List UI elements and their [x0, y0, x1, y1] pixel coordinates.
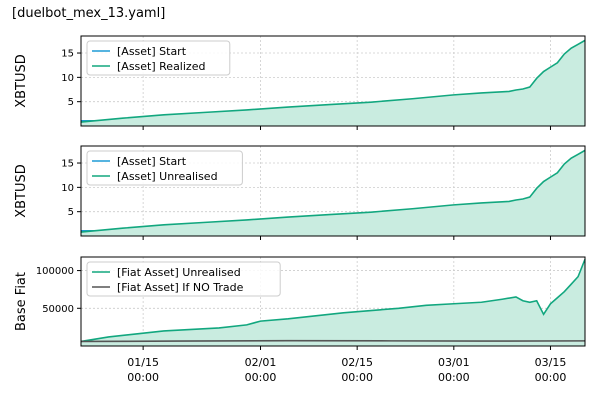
- legend-entry: [Fiat Asset] Unrealised: [117, 266, 241, 279]
- figure-title: [duelbot_mex_13.yaml]: [12, 6, 166, 21]
- legend-box: [86, 261, 281, 297]
- series-area-2: [81, 150, 585, 236]
- y-tick-label: 100000: [36, 266, 74, 277]
- axes-frame: [80, 35, 586, 127]
- y-tick-label: 5: [68, 97, 74, 108]
- legend-entry: [Asset] Start: [117, 45, 187, 58]
- panel-3: 50000 100000 01/15 00:00 02/01 00:00 02/15 00:0…: [14, 256, 586, 384]
- legend-box: [86, 40, 231, 76]
- x-tick-label: 00:00: [245, 371, 277, 384]
- legend-box: [86, 150, 243, 186]
- legend-entry: [Asset] Realized: [117, 60, 205, 73]
- y-tick-label: 5: [68, 207, 74, 218]
- legend-entry: [Asset] Unrealised: [117, 170, 218, 183]
- series-line-2: [80, 39, 586, 123]
- series-area-1: [81, 259, 585, 346]
- y-tick-label: 50000: [42, 304, 74, 315]
- series-line-2: [80, 339, 586, 343]
- y-tick-label: 15: [61, 49, 74, 60]
- x-tick-label: 01/15: [127, 356, 159, 369]
- y-axis-label: XBTUSD: [14, 164, 29, 218]
- legend-entry: [Fiat Asset] If NO Trade: [117, 281, 244, 294]
- x-tick-label: 00:00: [535, 371, 567, 384]
- panel-1: 5 10 15 XBTUSD [Asset] Start [Asset] Realized: [14, 35, 586, 130]
- series-line-1: [80, 258, 586, 343]
- legend: [Asset] Start [Asset] Realized: [86, 40, 231, 76]
- x-tick-label: 00:00: [438, 371, 470, 384]
- axes-frame: [80, 256, 586, 347]
- series-line-2: [80, 149, 586, 233]
- panel-2: 5 10 15 XBTUSD [Asset] Start [Asset] Unrealis…: [14, 145, 586, 240]
- legend-entry: [Asset] Start: [117, 155, 187, 168]
- x-tick-label: 00:00: [341, 371, 373, 384]
- legend: [Asset] Start [Asset] Unrealised: [86, 150, 243, 186]
- x-tick-label: 02/15: [341, 356, 373, 369]
- legend: [Fiat Asset] Unrealised [Fiat Asset] If N…: [86, 261, 281, 297]
- axes-frame: [80, 145, 586, 237]
- y-tick-label: 10: [61, 73, 74, 84]
- y-axis-label: XBTUSD: [14, 54, 29, 108]
- y-tick-label: 10: [61, 183, 74, 194]
- x-tick-label: 03/15: [535, 356, 567, 369]
- x-tick-label: 02/01: [245, 356, 277, 369]
- y-tick-label: 15: [61, 159, 74, 170]
- series-area-2: [81, 40, 585, 126]
- x-tick-label: 03/01: [438, 356, 470, 369]
- x-tick-label: 00:00: [127, 371, 159, 384]
- y-axis-label: Base Fiat: [14, 272, 29, 331]
